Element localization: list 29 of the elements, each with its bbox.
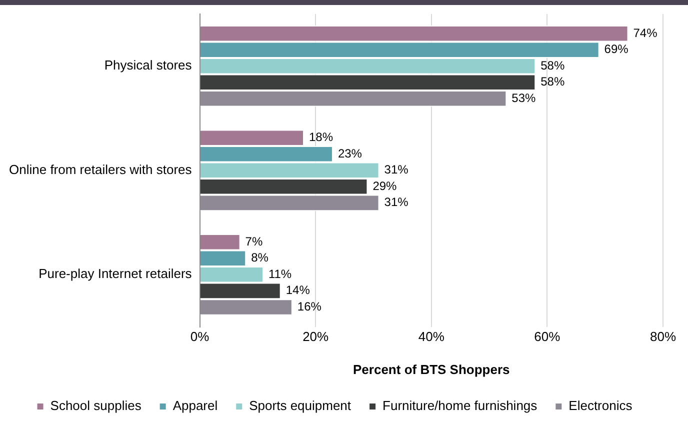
data-label: 23% — [338, 146, 362, 160]
data-label: 31% — [384, 195, 409, 210]
legend-label: Sports equipment — [249, 398, 352, 414]
data-label: 58% — [540, 58, 565, 72]
data-label: 7% — [245, 234, 263, 248]
x-tick-label: 60% — [534, 329, 561, 344]
data-label: 58% — [540, 74, 565, 89]
data-label: 18% — [309, 130, 334, 144]
legend-label: School supplies — [50, 398, 142, 414]
x-tick-label: 80% — [650, 329, 676, 344]
data-label: 14% — [286, 283, 310, 298]
legend-label: Electronics — [568, 398, 633, 414]
data-label: 69% — [604, 42, 629, 56]
data-label: 74% — [633, 26, 658, 40]
x-axis-title: Percent of BTS Shoppers — [353, 362, 510, 377]
y-tick-label: Physical stores — [104, 58, 192, 73]
data-label: 31% — [384, 162, 409, 177]
x-tick-label: 40% — [418, 329, 445, 344]
legend-label: Furniture/home furnishings — [382, 398, 538, 414]
y-tick-label: Online from retailers with stores — [9, 162, 192, 177]
data-label: 16% — [297, 300, 322, 314]
x-tick-label: 20% — [302, 329, 330, 344]
data-label: 8% — [251, 250, 269, 265]
data-label: 53% — [512, 90, 536, 105]
y-tick-label: Pure-play Internet retailers — [38, 266, 192, 282]
legend-label: Apparel — [172, 398, 218, 414]
x-tick-label: 0% — [190, 329, 210, 344]
data-label: 29% — [372, 178, 398, 193]
data-label: 11% — [268, 266, 292, 281]
